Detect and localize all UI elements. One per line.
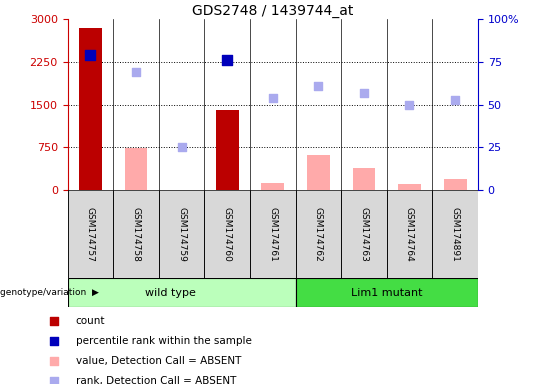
Bar <box>113 190 159 278</box>
Point <box>50 338 58 344</box>
Bar <box>68 190 113 278</box>
Text: GSM174757: GSM174757 <box>86 207 95 262</box>
Bar <box>353 169 375 190</box>
Bar <box>68 278 295 307</box>
Text: Lim1 mutant: Lim1 mutant <box>351 288 422 298</box>
Text: GSM174760: GSM174760 <box>222 207 232 262</box>
Bar <box>79 28 102 190</box>
Point <box>268 95 277 101</box>
Text: genotype/variation  ▶: genotype/variation ▶ <box>0 288 99 297</box>
Text: GSM174763: GSM174763 <box>360 207 368 262</box>
Text: percentile rank within the sample: percentile rank within the sample <box>76 336 252 346</box>
Bar <box>444 179 467 190</box>
Text: GSM174758: GSM174758 <box>131 207 140 262</box>
Point <box>132 69 140 75</box>
Text: GSM174761: GSM174761 <box>268 207 277 262</box>
Text: GSM174764: GSM174764 <box>405 207 414 262</box>
Bar <box>215 110 239 190</box>
Text: GSM174759: GSM174759 <box>177 207 186 262</box>
Bar <box>204 190 250 278</box>
Point <box>451 96 460 103</box>
Bar <box>295 278 478 307</box>
Point <box>405 101 414 108</box>
Bar <box>398 184 421 190</box>
Bar <box>125 149 147 190</box>
Point <box>360 89 368 96</box>
Text: value, Detection Call = ABSENT: value, Detection Call = ABSENT <box>76 356 241 366</box>
Point <box>50 378 58 384</box>
Text: count: count <box>76 316 105 326</box>
Bar <box>295 190 341 278</box>
Text: wild type: wild type <box>145 288 195 298</box>
Point <box>50 318 58 324</box>
Text: rank, Detection Call = ABSENT: rank, Detection Call = ABSENT <box>76 376 236 384</box>
Point <box>50 358 58 364</box>
Text: GSM174762: GSM174762 <box>314 207 323 262</box>
Point <box>223 57 232 63</box>
Bar <box>307 155 330 190</box>
Point <box>86 52 94 58</box>
Text: GSM174891: GSM174891 <box>450 207 460 262</box>
Bar <box>159 190 204 278</box>
Bar <box>261 183 284 190</box>
Bar <box>387 190 433 278</box>
Bar <box>433 190 478 278</box>
Point <box>314 83 322 89</box>
Title: GDS2748 / 1439744_at: GDS2748 / 1439744_at <box>192 4 353 18</box>
Point <box>177 144 186 151</box>
Bar <box>250 190 295 278</box>
Bar <box>341 190 387 278</box>
